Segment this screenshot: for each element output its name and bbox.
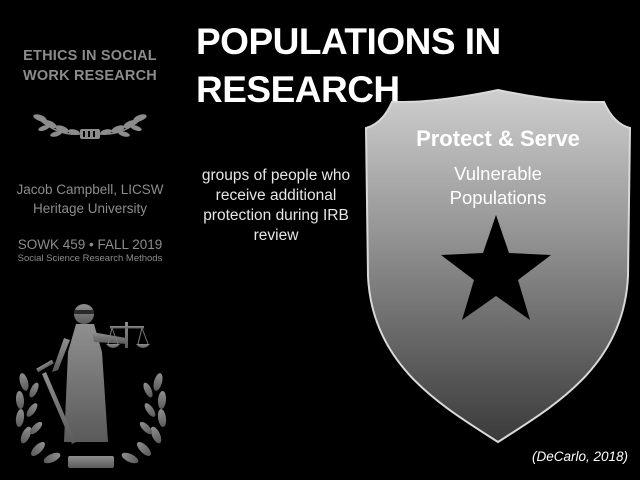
badge-subtitle-line: Populations (449, 187, 547, 208)
course-name: Social Science Research Methods (17, 253, 163, 264)
instructor-name: Jacob Campbell, LICSW (16, 182, 164, 197)
lady-justice-icon (15, 304, 167, 468)
page-title: POPULATIONS IN RESEARCH (196, 18, 516, 114)
laurel-wreath-icon (33, 114, 147, 139)
course-title: ETHICS IN SOCIAL WORK RESEARCH (10, 46, 170, 86)
citation: (DeCarlo, 2018) (531, 449, 628, 464)
institution-name: Heritage University (32, 201, 148, 216)
title-line: RESEARCH (196, 69, 400, 110)
star-icon (441, 215, 551, 320)
badge-subtitle: Vulnerable Populations (392, 162, 604, 210)
police-badge-icon (364, 88, 632, 444)
instructor-block: Jacob Campbell, LICSW Heritage Universit… (0, 180, 180, 218)
definition-text: groups of people who receive additional … (201, 167, 351, 244)
title-line: POPULATIONS IN (196, 21, 501, 62)
badge-heading: Protect & Serve (416, 126, 580, 151)
course-code: SOWK 459 • FALL 2019 (17, 237, 163, 252)
course-title-line: ETHICS IN SOCIAL (23, 48, 157, 64)
badge-subtitle-line: Vulnerable (454, 163, 542, 184)
course-title-line: WORK RESEARCH (23, 68, 157, 84)
